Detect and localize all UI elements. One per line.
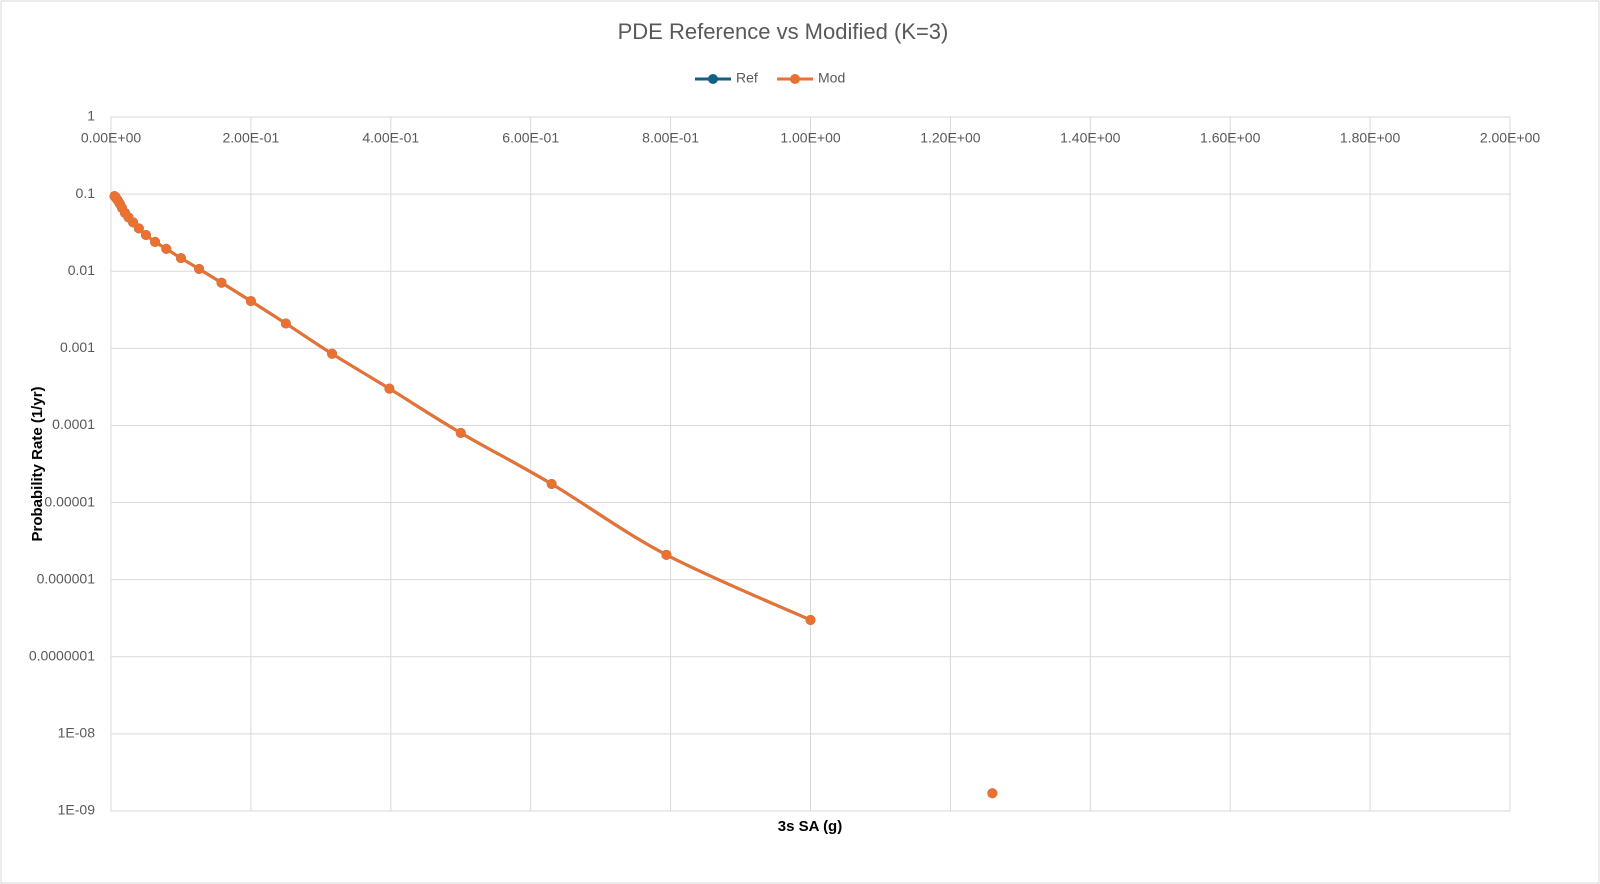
data-point (216, 277, 227, 288)
data-point (245, 296, 256, 307)
y-tick-label: 0.0001 (52, 416, 95, 432)
x-tick-label: 4.00E-01 (362, 130, 419, 146)
data-point (175, 253, 186, 264)
y-tick-label: 0.001 (60, 339, 95, 355)
data-point (455, 427, 466, 438)
x-tick-label: 2.00E+00 (1480, 130, 1541, 146)
legend-marker (790, 74, 800, 84)
x-tick-label: 1.60E+00 (1200, 130, 1261, 146)
legend-marker (708, 74, 718, 84)
y-tick-label: 1E-09 (58, 802, 96, 818)
x-tick-label: 0.00E+00 (81, 130, 142, 146)
data-point (140, 229, 151, 240)
x-tick-label: 1.40E+00 (1060, 130, 1121, 146)
x-tick-label: 1.80E+00 (1340, 130, 1401, 146)
data-point (661, 549, 672, 560)
data-point (280, 318, 291, 329)
y-tick-label: 0.01 (68, 262, 95, 278)
y-tick-label: 1E-08 (58, 725, 96, 741)
data-point (384, 383, 395, 394)
data-point (161, 243, 172, 254)
chart-title: PDE Reference vs Modified (K=3) (618, 19, 949, 44)
data-point (133, 223, 144, 234)
x-tick-label: 1.20E+00 (920, 130, 981, 146)
data-point (150, 236, 161, 247)
x-tick-label: 8.00E-01 (642, 130, 699, 146)
data-point (327, 348, 338, 359)
data-point (805, 614, 816, 625)
data-point (194, 263, 205, 274)
y-tick-label: 1 (87, 108, 95, 124)
x-tick-label: 6.00E-01 (502, 130, 559, 146)
x-tick-label: 1.00E+00 (780, 130, 841, 146)
y-tick-label: 0.000001 (37, 570, 96, 586)
y-tick-label: 0.0000001 (29, 647, 95, 663)
data-point (987, 788, 998, 799)
y-axis-title: Probability Rate (1/yr) (29, 386, 46, 541)
legend-label: Mod (818, 70, 845, 86)
legend-label: Ref (736, 70, 758, 86)
y-tick-label: 0.1 (76, 185, 96, 201)
x-tick-label: 2.00E-01 (222, 130, 279, 146)
y-tick-label: 0.00001 (44, 493, 95, 509)
data-point (546, 479, 557, 490)
x-axis-title: 3s SA (g) (778, 818, 842, 835)
